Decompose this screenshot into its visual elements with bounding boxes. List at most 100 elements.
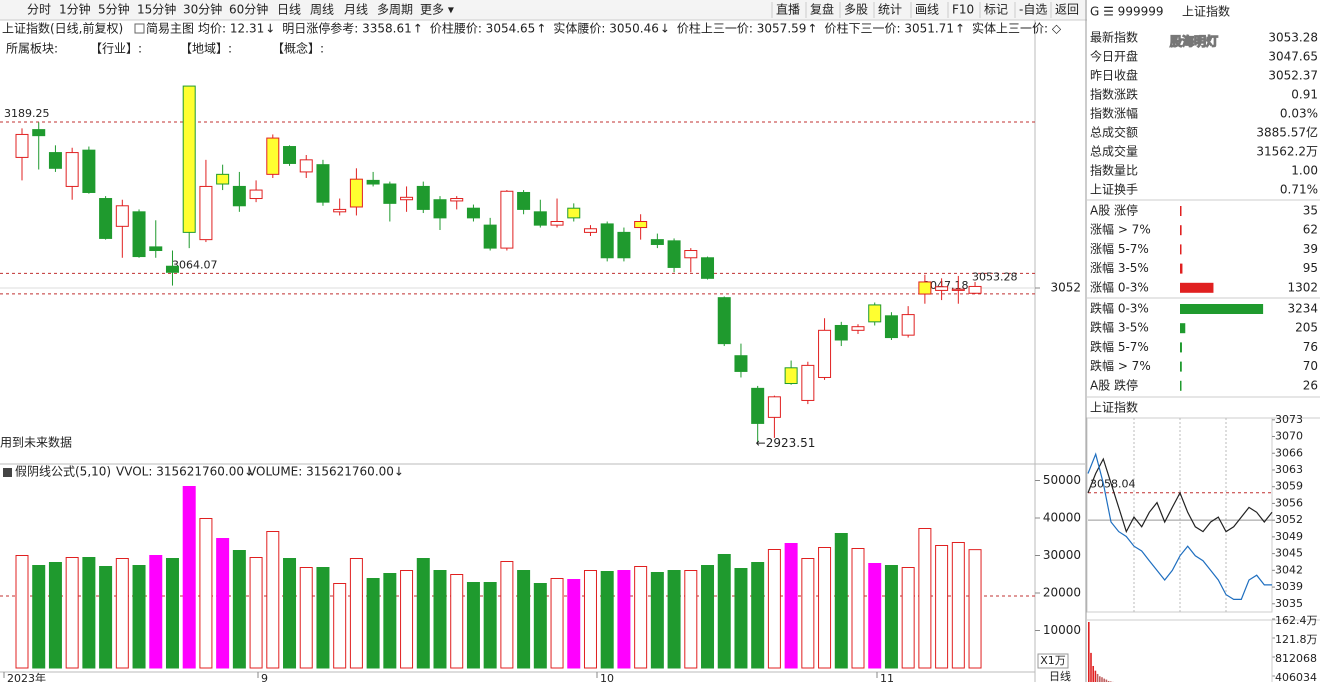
volume-bar [884,565,898,669]
candle-body [634,220,648,229]
candle-body [784,367,798,385]
mini-vol-bar [1101,677,1103,682]
candle-body [767,396,781,418]
toolbar-button[interactable]: -自选 [1019,3,1047,17]
candle-body [951,288,965,291]
candle-body [500,190,514,249]
candle-body [751,387,765,424]
watermark: 股海明灯 [1170,34,1218,49]
breadth-bar [1180,282,1214,293]
quote-name: 上证指数 [1182,4,1230,19]
volume-bar [634,565,648,669]
candle-body [617,231,631,259]
volume-bar [968,549,982,669]
quote-label: 指数量比 [1090,163,1138,178]
period-label: 日线 [1049,669,1071,682]
formula-icon [3,468,12,477]
candle-body [165,265,179,273]
quote-label: 指数涨幅 [1090,106,1138,121]
candle-body [232,185,246,207]
volume-bar [349,558,363,669]
volume-bar [316,567,330,669]
candle-body [48,152,62,169]
quote-label: 昨日收盘 [1090,68,1138,83]
mini-vol-label: 406034 [1275,671,1317,682]
toolbar-tab[interactable]: 5分钟 [98,2,130,17]
toolbar-button[interactable]: 统计 [878,3,902,17]
quote-value: 1.00 [1291,164,1318,178]
last-label: 3053.28 [972,270,1018,283]
candle-body [299,159,313,173]
volume-bar [182,486,196,669]
toolbar-tab[interactable]: 30分钟 [183,2,222,17]
mini-vol-bar [1103,678,1105,682]
toolbar-button[interactable]: 画线 [915,3,939,17]
candle-body [32,129,46,137]
breadth-label: 涨幅 3-5% [1090,260,1149,275]
mini-vol-bar [1094,670,1097,682]
volume-bar [767,549,781,669]
quote-code: G ☰ 999999 [1090,5,1164,19]
toolbar-button[interactable]: 多股 [844,3,868,17]
candle-body [216,173,230,185]
candle-body [901,314,915,336]
toolbar-button[interactable]: 返回 [1055,3,1079,17]
checkbox[interactable] [134,23,145,34]
sector-label: 所属板块: [6,42,58,56]
toolbar-button[interactable]: 标记 [984,3,1008,17]
toolbar-button[interactable]: F10 [952,3,974,17]
candle-body [667,240,681,268]
candle-body [400,196,414,201]
toolbar-tab[interactable]: 月线 [344,3,368,17]
mini-tick-label: 3070 [1275,430,1303,443]
volume-bar [533,583,547,669]
toolbar-button[interactable]: 直播 [776,3,800,17]
info-arrow: ↑ [413,22,423,36]
breadth-label: 涨幅 5-7% [1090,241,1149,256]
toolbar-tab[interactable]: 多周期 [377,3,413,17]
toolbar-tab[interactable]: 15分钟 [137,2,176,17]
mini-vol-bar [1090,652,1092,682]
mini-vol-bar [1092,665,1094,682]
breadth-bar [1180,225,1182,236]
toolbar-button[interactable]: 复盘 [810,2,834,17]
toolbar-tab[interactable]: 1分钟 [59,2,91,17]
quote-label: 上证换手 [1090,183,1138,197]
candle-body [182,85,196,233]
mini-vol-bar [1099,676,1101,682]
x-tick-label: 10 [600,672,614,682]
quote-label: 总成交额 [1090,125,1138,140]
volume-bar [600,571,614,669]
volume-bar [249,556,263,669]
mini-vol-label: 162.4万 [1275,614,1318,627]
mini-vol-bar [1096,673,1099,682]
toolbar-tab[interactable]: 日线 [277,3,301,17]
breadth-count: 3234 [1287,302,1318,316]
toolbar-tab[interactable]: 周线 [310,3,334,17]
breadth-count: 26 [1303,378,1318,392]
candle-body [650,239,664,245]
quote-value: 3047.65 [1268,50,1318,64]
volume-bar [500,561,514,669]
volume-bar [951,541,965,669]
candle-body [834,324,848,341]
level-label: 3047.18 [923,279,969,292]
y-tick-label: 40000 [1043,511,1081,525]
breadth-label: 跌幅 > 7% [1090,358,1151,373]
mini-tick-label: 3039 [1275,580,1303,593]
toolbar-tab[interactable]: 更多 ▾ [420,3,454,17]
breadth-label: 涨幅 0-3% [1090,279,1149,294]
quote-value: 31562.2万 [1256,145,1318,159]
candle-body [567,207,581,219]
candle-body [65,152,79,187]
volume-bar [751,562,765,669]
volume-bar [48,562,62,669]
breadth-label: A股 涨停 [1090,203,1138,218]
volume-bar [684,570,698,669]
mini-vol-label: 812068 [1275,652,1317,665]
toolbar-tab[interactable]: 60分钟 [229,2,268,17]
mini-tick-label: 3066 [1275,446,1303,459]
info-item: 实体上三一价: ◇ [972,21,1062,36]
toolbar-tab[interactable]: 分时 [27,3,51,17]
y-tick-label: 20000 [1043,586,1081,600]
